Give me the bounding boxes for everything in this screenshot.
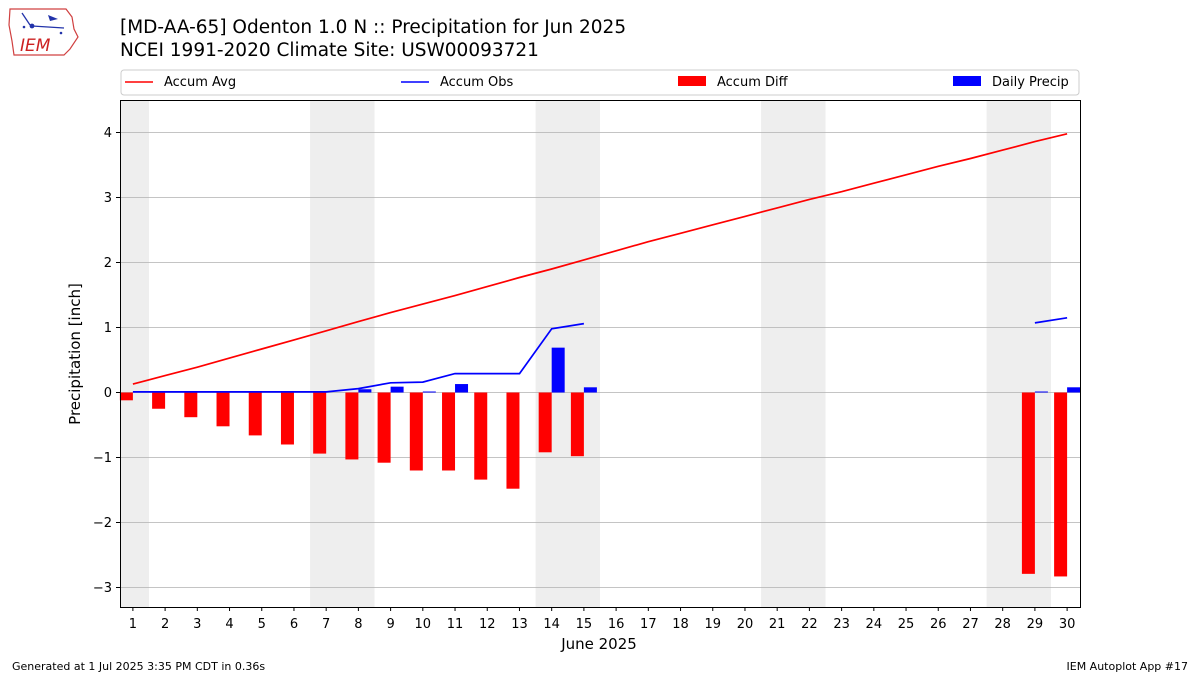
y-tick-label-4: 4 bbox=[104, 126, 112, 141]
y-tick-label--2: −2 bbox=[93, 516, 112, 531]
weekend-band-1 bbox=[120, 100, 149, 607]
accum-obs-line-segment-2 bbox=[1034, 316, 1068, 324]
daily-precip-bar-day-29 bbox=[1034, 391, 1048, 393]
x-tick-label-16: 16 bbox=[608, 617, 625, 632]
x-tick-label-1: 1 bbox=[129, 617, 137, 632]
accum-avg-line-segment-1 bbox=[132, 132, 1068, 385]
y-tick-label--1: −1 bbox=[93, 451, 112, 466]
accum-diff-bar-day-4 bbox=[216, 392, 230, 427]
accum-diff-bar-day-15 bbox=[570, 392, 584, 457]
legend-label-accum-obs: Accum Obs bbox=[440, 75, 513, 90]
plot-frame bbox=[120, 100, 1081, 608]
accum-diff-bar-day-10 bbox=[409, 392, 423, 471]
accum-diff-bar-day-11 bbox=[442, 392, 456, 471]
accum-diff-bar-day-9 bbox=[377, 392, 391, 463]
x-tick-label-20: 20 bbox=[737, 617, 754, 632]
x-tick-label-19: 19 bbox=[704, 617, 721, 632]
accum-diff-bar-day-29 bbox=[1021, 392, 1035, 574]
chart-subtitle: NCEI 1991-2020 Climate Site: USW00093721 bbox=[120, 40, 539, 61]
logo-text: IEM bbox=[20, 36, 51, 56]
x-tick-label-14: 14 bbox=[543, 617, 560, 632]
daily-precip-bar-day-10 bbox=[422, 391, 436, 393]
x-tick-label-5: 5 bbox=[258, 617, 266, 632]
x-tick-label-3: 3 bbox=[193, 617, 201, 632]
accum-diff-bar-day-12 bbox=[474, 392, 488, 480]
y-tick-label--3: −3 bbox=[93, 581, 112, 596]
x-tick-label-11: 11 bbox=[447, 617, 464, 632]
legend-box bbox=[120, 69, 1080, 96]
weekend-band-4 bbox=[761, 100, 826, 607]
legend-label-daily-precip: Daily Precip bbox=[992, 75, 1069, 90]
x-tick-label-7: 7 bbox=[322, 617, 330, 632]
legend: Accum Avg Accum Obs Accum Diff Daily Pre… bbox=[120, 69, 1080, 96]
x-tick-label-30: 30 bbox=[1059, 617, 1076, 632]
accum-diff-bar-day-2 bbox=[152, 392, 166, 409]
daily-precip-bar-day-30 bbox=[1067, 387, 1081, 393]
x-tick-label-9: 9 bbox=[386, 617, 394, 632]
x-tick-label-17: 17 bbox=[640, 617, 657, 632]
x-tick-label-29: 29 bbox=[1027, 617, 1044, 632]
x-tick-label-12: 12 bbox=[479, 617, 496, 632]
daily-precip-bar-day-11 bbox=[455, 384, 469, 393]
y-tick-label-1: 1 bbox=[104, 321, 112, 336]
x-tick-label-6: 6 bbox=[290, 617, 298, 632]
y-tick-label-0: 0 bbox=[104, 386, 112, 401]
x-tick-label-13: 13 bbox=[511, 617, 528, 632]
x-axis-label: June 2025 bbox=[560, 635, 637, 653]
accum-diff-bar-day-8 bbox=[345, 392, 359, 460]
accum-obs-line-segment-1 bbox=[132, 322, 585, 393]
bars bbox=[119, 347, 1081, 577]
x-tick-label-24: 24 bbox=[866, 617, 883, 632]
y-tick-label-3: 3 bbox=[104, 191, 112, 206]
x-tick-label-2: 2 bbox=[161, 617, 169, 632]
accum-diff-bar-day-6 bbox=[280, 392, 294, 445]
generated-timestamp: Generated at 1 Jul 2025 3:35 PM CDT in 0… bbox=[12, 660, 266, 673]
weekend-bands bbox=[120, 100, 1052, 607]
daily-precip-bar-day-14 bbox=[551, 347, 565, 393]
chart-title: [MD-AA-65] Odenton 1.0 N :: Precipitatio… bbox=[120, 17, 627, 38]
accum-diff-bar-day-7 bbox=[313, 392, 327, 454]
legend-label-accum-avg: Accum Avg bbox=[164, 75, 236, 90]
accum-diff-bar-day-3 bbox=[184, 392, 198, 418]
accum-diff-bar-day-30 bbox=[1054, 392, 1068, 577]
accum-diff-bar-day-14 bbox=[538, 392, 552, 453]
weekend-band-3 bbox=[535, 100, 600, 607]
x-tick-label-22: 22 bbox=[801, 617, 818, 632]
x-tick-label-18: 18 bbox=[672, 617, 689, 632]
x-tick-label-10: 10 bbox=[415, 617, 432, 632]
legend-swatch-daily-precip bbox=[953, 76, 981, 86]
daily-precip-bar-day-15 bbox=[583, 387, 597, 393]
series-lines bbox=[132, 132, 1068, 393]
x-tick-label-28: 28 bbox=[994, 617, 1011, 632]
iem-logo: IEM bbox=[8, 8, 79, 56]
accum-diff-bar-day-13 bbox=[506, 392, 520, 489]
x-tick-label-8: 8 bbox=[354, 617, 362, 632]
autoplot-app-label: IEM Autoplot App #17 bbox=[1066, 660, 1189, 673]
daily-precip-bar-day-8 bbox=[358, 389, 372, 393]
legend-swatch-accum-diff bbox=[678, 76, 706, 86]
accum-diff-bar-day-5 bbox=[248, 392, 262, 436]
x-tick-label-4: 4 bbox=[225, 617, 233, 632]
x-tick-label-25: 25 bbox=[898, 617, 915, 632]
x-tick-label-27: 27 bbox=[962, 617, 979, 632]
x-tick-label-23: 23 bbox=[833, 617, 850, 632]
legend-label-accum-diff: Accum Diff bbox=[717, 75, 789, 90]
y-tick-label-2: 2 bbox=[104, 256, 112, 271]
accum-diff-bar-day-1 bbox=[119, 392, 133, 401]
daily-precip-bar-day-9 bbox=[390, 386, 404, 393]
x-tick-label-15: 15 bbox=[576, 617, 593, 632]
weekend-band-2 bbox=[310, 100, 375, 607]
weekend-band-5 bbox=[986, 100, 1052, 607]
x-tick-label-26: 26 bbox=[930, 617, 947, 632]
y-axis-label: Precipitation [inch] bbox=[66, 283, 84, 425]
x-tick-label-21: 21 bbox=[769, 617, 786, 632]
